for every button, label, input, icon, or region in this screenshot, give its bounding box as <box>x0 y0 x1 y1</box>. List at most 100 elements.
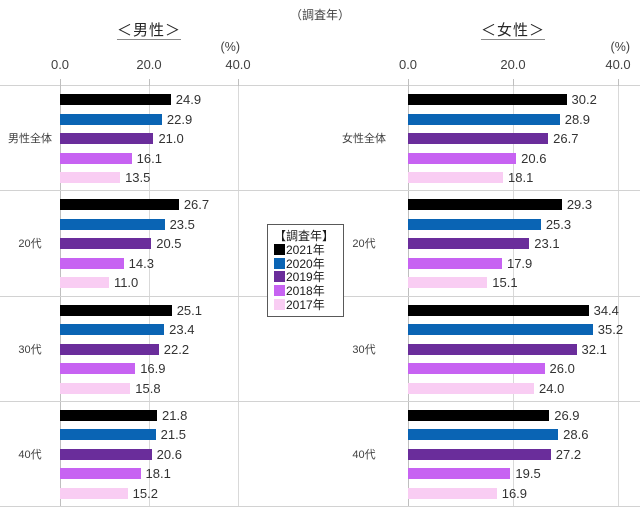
bar-row: 19.5 <box>408 464 618 483</box>
value-label: 35.2 <box>597 322 624 338</box>
legend-item-label: 2017年 <box>286 297 325 312</box>
legend-swatch <box>274 298 285 310</box>
bar-row: 25.3 <box>408 215 618 234</box>
male-value-axis: 0.0 20.0 40.0 <box>51 57 251 75</box>
bars-area: 26.9 28.6 27.2 19.5 16.9 <box>408 402 618 506</box>
axis-tickmark <box>408 79 409 86</box>
category-group: 30代 34.4 35.2 32.1 26.0 24.0 <box>320 295 640 401</box>
legend-item: 2021年 <box>274 243 334 257</box>
category-label: 20代 <box>18 238 42 251</box>
bar-2020年 <box>60 218 165 230</box>
bar-2017年 <box>408 277 488 289</box>
bar-row: 30.2 <box>408 90 618 109</box>
bar-2017年 <box>60 382 131 394</box>
axis-tickmark <box>149 79 150 86</box>
bar-row: 21.5 <box>60 425 238 444</box>
axis-tickmark <box>513 79 514 86</box>
bar-2017年 <box>60 487 128 499</box>
value-label: 24.0 <box>539 380 565 396</box>
legend-item: 2017年 <box>274 297 334 312</box>
bar-2021年 <box>60 409 157 421</box>
bar-2018年 <box>60 468 141 480</box>
value-label: 32.1 <box>581 341 607 357</box>
bar-row: 15.2 <box>60 484 238 503</box>
bar-2021年 <box>408 304 589 316</box>
value-label: 21.5 <box>160 427 186 443</box>
bar-row: 34.4 <box>408 301 619 320</box>
bars-area: 29.3 25.3 23.1 17.9 15.1 <box>408 191 618 295</box>
category-label: 女性全体 <box>342 133 386 146</box>
value-label: 20.6 <box>521 150 547 166</box>
bar-row: 20.5 <box>60 234 238 253</box>
bar-row: 25.1 <box>60 301 238 320</box>
axis-tick-label: 40.0 <box>605 57 631 72</box>
bar-row: 11.0 <box>60 273 238 292</box>
bar-2021年 <box>60 94 171 106</box>
legend-item-label: 2020年 <box>286 256 325 271</box>
value-label: 26.7 <box>183 197 210 213</box>
bar-row: 23.1 <box>408 234 618 253</box>
bar-2019年 <box>408 343 577 355</box>
value-label: 23.1 <box>534 236 560 252</box>
legend-item-label: 2019年 <box>286 270 325 285</box>
bar-2018年 <box>60 363 136 375</box>
category-label: 30代 <box>18 343 42 356</box>
bar-2017年 <box>408 487 497 499</box>
value-label: 25.1 <box>176 302 202 318</box>
bar-2021年 <box>408 199 562 211</box>
bar-2019年 <box>408 448 551 460</box>
bar-row: 18.1 <box>408 168 618 187</box>
female-percent-unit-label: (%) <box>610 40 630 54</box>
bar-row: 26.7 <box>408 129 618 148</box>
bars-area: 26.7 23.5 20.5 14.3 11.0 <box>60 191 238 295</box>
bars-area: 34.4 35.2 32.1 26.0 24.0 <box>408 297 623 401</box>
category-group: 女性全体 30.2 28.9 26.7 20.6 18.1 <box>320 86 640 190</box>
bar-row: 28.6 <box>408 425 618 444</box>
bar-2021年 <box>60 199 179 211</box>
value-label: 14.3 <box>128 255 154 271</box>
bar-2018年 <box>60 257 124 269</box>
value-label: 15.1 <box>492 275 518 291</box>
value-label: 15.8 <box>135 380 161 396</box>
male-plot-area: 男性全体 24.9 22.9 21.0 16.1 13.5 20代 26.7 23.5 20.5 1… <box>0 79 320 507</box>
bar-row: 21.8 <box>60 406 238 425</box>
bar-row: 26.7 <box>60 195 238 214</box>
bar-row: 22.2 <box>60 339 238 358</box>
value-label: 13.5 <box>125 170 151 186</box>
value-label: 21.0 <box>158 131 184 147</box>
axis-tick-label: 0.0 <box>398 57 418 72</box>
bar-row: 32.1 <box>408 339 618 358</box>
bar-row: 15.1 <box>408 273 618 292</box>
bars-area: 21.8 21.5 20.6 18.1 15.2 <box>60 402 238 506</box>
category-group: 40代 21.8 21.5 20.6 18.1 15.2 <box>0 400 320 506</box>
bars-area: 24.9 22.9 21.0 16.1 13.5 <box>60 86 238 190</box>
value-label: 18.1 <box>145 466 171 482</box>
axis-tickmark <box>60 79 61 86</box>
bar-2017年 <box>60 277 109 289</box>
value-label: 23.4 <box>169 322 195 338</box>
value-label: 15.2 <box>132 485 158 501</box>
value-label: 18.1 <box>508 170 534 186</box>
bar-row: 20.6 <box>60 445 238 464</box>
value-label: 28.6 <box>563 427 589 443</box>
category-label: 30代 <box>352 343 376 356</box>
bar-row: 23.4 <box>60 320 238 339</box>
bar-row: 24.9 <box>60 90 238 109</box>
bar-2017年 <box>408 382 534 394</box>
bar-2018年 <box>408 363 545 375</box>
bar-2020年 <box>60 429 156 441</box>
survey-year-note: （調査年） <box>289 8 350 22</box>
value-label: 16.9 <box>140 361 166 377</box>
category-label: 40代 <box>352 448 376 461</box>
legend-swatch <box>274 244 285 256</box>
value-label: 24.9 <box>175 92 202 108</box>
value-label: 29.3 <box>566 197 593 213</box>
bar-row: 13.5 <box>60 168 238 187</box>
male-chart-title: ＜男性＞ <box>116 22 181 39</box>
bar-2020年 <box>60 113 162 125</box>
value-label: 26.7 <box>553 131 579 147</box>
bar-2018年 <box>60 152 132 164</box>
bar-row: 26.9 <box>408 406 618 425</box>
legend-item: 2020年 <box>274 257 334 271</box>
